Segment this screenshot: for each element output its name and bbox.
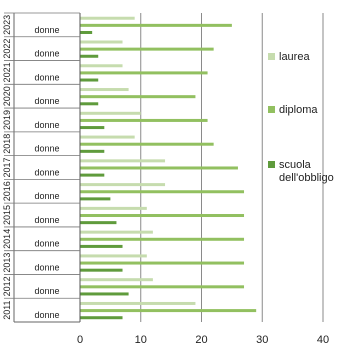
category-label: 2011 (2, 300, 12, 319)
bar-diploma (80, 166, 238, 170)
bar-scuola-dell-obbligo (80, 292, 129, 296)
subcategory-label: donne (34, 120, 59, 130)
bar-scuola-dell-obbligo (80, 102, 99, 106)
category-label: 2022 (2, 39, 12, 59)
bar-scuola-dell-obbligo (80, 316, 123, 320)
x-tick-label: 40 (317, 334, 329, 346)
category-label: 2015 (2, 205, 12, 225)
bar-diploma (80, 261, 245, 265)
bar-laurea (80, 111, 141, 115)
bar-scuola-dell-obbligo (80, 30, 93, 34)
category-label: 2018 (2, 134, 12, 154)
subcategory-label: donne (34, 144, 59, 154)
bar-layer (80, 16, 257, 320)
bar-diploma (80, 237, 245, 241)
subcategory-label: donne (34, 167, 59, 177)
x-tick-label: 20 (195, 334, 207, 346)
bar-diploma (80, 142, 214, 146)
bar-laurea (80, 254, 147, 258)
bar-laurea (80, 278, 153, 282)
bar-scuola-dell-obbligo (80, 268, 123, 272)
bar-diploma (80, 309, 257, 313)
category-label: 2013 (2, 253, 12, 273)
subcategory-label: donne (34, 49, 59, 59)
bar-scuola-dell-obbligo (80, 78, 99, 82)
legend-swatch (268, 161, 275, 168)
bar-laurea (80, 16, 135, 20)
bar-laurea (80, 183, 166, 187)
bar-laurea (80, 301, 196, 305)
x-tick-label: 0 (77, 334, 83, 346)
category-label: 2014 (2, 229, 12, 249)
category-label: 2020 (2, 86, 12, 106)
bar-scuola-dell-obbligo (80, 197, 111, 201)
subcategory-label: donne (34, 239, 59, 249)
bar-laurea (80, 159, 166, 163)
bar-laurea (80, 64, 123, 68)
legend-swatch (268, 53, 275, 60)
subcategory-label: donne (34, 310, 59, 320)
axis-layer: 0 10 20 30 40 2011 donne 2012 donne 2013 donne 2014… (2, 12, 329, 346)
category-label: 2019 (2, 110, 12, 130)
bar-laurea (80, 135, 135, 139)
bar-scuola-dell-obbligo (80, 221, 117, 225)
category-label: 2016 (2, 181, 12, 201)
bar-laurea (80, 206, 147, 210)
category-label: 2021 (2, 62, 12, 82)
bar-diploma (80, 190, 245, 194)
legend-label: scuola (279, 159, 312, 171)
bar-diploma (80, 95, 196, 99)
subcategory-label: donne (34, 262, 59, 272)
category-label: 2017 (2, 157, 12, 177)
category-label: 2023 (2, 15, 12, 35)
x-tick-label: 30 (256, 334, 268, 346)
bar-diploma (80, 118, 208, 122)
legend-label: diploma (279, 104, 318, 116)
bar-diploma (80, 214, 245, 218)
bar-diploma (80, 71, 208, 75)
bar-diploma (80, 285, 245, 289)
bar-scuola-dell-obbligo (80, 126, 105, 130)
legend-label: laurea (279, 51, 310, 63)
bar-laurea (80, 230, 153, 234)
bar-scuola-dell-obbligo (80, 173, 105, 177)
bar-scuola-dell-obbligo (80, 54, 99, 58)
bar-scuola-dell-obbligo (80, 244, 123, 248)
bar-scuola-dell-obbligo (80, 149, 105, 153)
subcategory-label: donne (34, 191, 59, 201)
legend-label: dell'obbligo (279, 172, 334, 184)
bar-laurea (80, 40, 123, 44)
subcategory-label: donne (34, 286, 59, 296)
subcategory-label: donne (34, 215, 59, 225)
bar-diploma (80, 47, 214, 51)
bar-laurea (80, 88, 129, 92)
subcategory-label: donne (34, 25, 59, 35)
legend-swatch (268, 106, 275, 113)
category-label: 2012 (2, 276, 12, 296)
subcategory-label: donne (34, 96, 59, 106)
bar-diploma (80, 23, 232, 27)
x-tick-label: 10 (135, 334, 147, 346)
subcategory-label: donne (34, 72, 59, 82)
